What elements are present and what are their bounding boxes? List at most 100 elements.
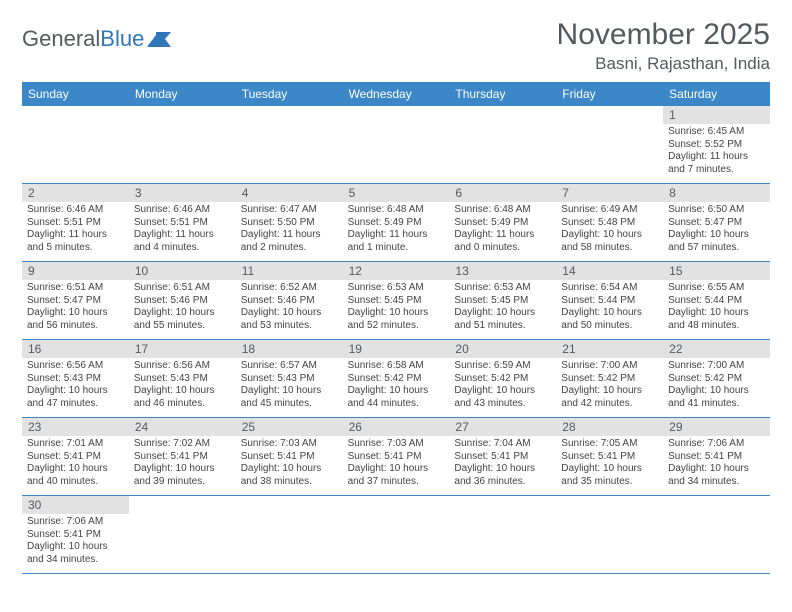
calendar-week-row: 23Sunrise: 7:01 AMSunset: 5:41 PMDayligh…	[22, 418, 770, 496]
calendar-day-empty	[556, 496, 663, 573]
calendar-day: 21Sunrise: 7:00 AMSunset: 5:42 PMDayligh…	[556, 340, 663, 417]
day-number: 27	[449, 418, 556, 436]
day-number: 2	[22, 184, 129, 202]
calendar-day-empty	[236, 496, 343, 573]
weekday-header: Wednesday	[343, 82, 450, 106]
weekday-header: Monday	[129, 82, 236, 106]
calendar-day: 30Sunrise: 7:06 AMSunset: 5:41 PMDayligh…	[22, 496, 129, 573]
calendar-day: 15Sunrise: 6:55 AMSunset: 5:44 PMDayligh…	[663, 262, 770, 339]
calendar-day-empty	[236, 106, 343, 183]
calendar: SundayMondayTuesdayWednesdayThursdayFrid…	[22, 82, 770, 574]
day-details: Sunrise: 6:56 AMSunset: 5:43 PMDaylight:…	[22, 358, 129, 414]
calendar-day: 26Sunrise: 7:03 AMSunset: 5:41 PMDayligh…	[343, 418, 450, 495]
day-details: Sunrise: 7:03 AMSunset: 5:41 PMDaylight:…	[343, 436, 450, 492]
day-details: Sunrise: 6:59 AMSunset: 5:42 PMDaylight:…	[449, 358, 556, 414]
day-details: Sunrise: 6:53 AMSunset: 5:45 PMDaylight:…	[449, 280, 556, 336]
calendar-day: 5Sunrise: 6:48 AMSunset: 5:49 PMDaylight…	[343, 184, 450, 261]
day-number: 15	[663, 262, 770, 280]
calendar-day: 24Sunrise: 7:02 AMSunset: 5:41 PMDayligh…	[129, 418, 236, 495]
day-number: 26	[343, 418, 450, 436]
day-number: 18	[236, 340, 343, 358]
calendar-day: 17Sunrise: 6:56 AMSunset: 5:43 PMDayligh…	[129, 340, 236, 417]
weekday-header-row: SundayMondayTuesdayWednesdayThursdayFrid…	[22, 82, 770, 106]
calendar-day: 14Sunrise: 6:54 AMSunset: 5:44 PMDayligh…	[556, 262, 663, 339]
day-details: Sunrise: 6:53 AMSunset: 5:45 PMDaylight:…	[343, 280, 450, 336]
day-number: 1	[663, 106, 770, 124]
calendar-day: 16Sunrise: 6:56 AMSunset: 5:43 PMDayligh…	[22, 340, 129, 417]
logo-text-blue: Blue	[100, 26, 144, 52]
weekday-header: Friday	[556, 82, 663, 106]
calendar-week-row: 9Sunrise: 6:51 AMSunset: 5:47 PMDaylight…	[22, 262, 770, 340]
location: Basni, Rajasthan, India	[557, 54, 770, 74]
weekday-header: Saturday	[663, 82, 770, 106]
day-number: 25	[236, 418, 343, 436]
calendar-day: 4Sunrise: 6:47 AMSunset: 5:50 PMDaylight…	[236, 184, 343, 261]
calendar-day: 23Sunrise: 7:01 AMSunset: 5:41 PMDayligh…	[22, 418, 129, 495]
day-number: 10	[129, 262, 236, 280]
day-number: 6	[449, 184, 556, 202]
day-details: Sunrise: 6:49 AMSunset: 5:48 PMDaylight:…	[556, 202, 663, 258]
calendar-day-empty	[129, 496, 236, 573]
calendar-day-empty	[556, 106, 663, 183]
calendar-week-row: 2Sunrise: 6:46 AMSunset: 5:51 PMDaylight…	[22, 184, 770, 262]
weekday-header: Thursday	[449, 82, 556, 106]
weekday-header: Tuesday	[236, 82, 343, 106]
calendar-day: 22Sunrise: 7:00 AMSunset: 5:42 PMDayligh…	[663, 340, 770, 417]
day-details: Sunrise: 6:56 AMSunset: 5:43 PMDaylight:…	[129, 358, 236, 414]
logo-flag-icon	[147, 31, 173, 49]
day-details: Sunrise: 7:00 AMSunset: 5:42 PMDaylight:…	[663, 358, 770, 414]
day-number: 22	[663, 340, 770, 358]
calendar-week-row: 30Sunrise: 7:06 AMSunset: 5:41 PMDayligh…	[22, 496, 770, 574]
day-details: Sunrise: 6:58 AMSunset: 5:42 PMDaylight:…	[343, 358, 450, 414]
calendar-day: 8Sunrise: 6:50 AMSunset: 5:47 PMDaylight…	[663, 184, 770, 261]
day-number: 28	[556, 418, 663, 436]
day-number: 23	[22, 418, 129, 436]
day-number: 4	[236, 184, 343, 202]
day-details: Sunrise: 6:55 AMSunset: 5:44 PMDaylight:…	[663, 280, 770, 336]
day-number: 21	[556, 340, 663, 358]
day-details: Sunrise: 7:05 AMSunset: 5:41 PMDaylight:…	[556, 436, 663, 492]
calendar-day: 18Sunrise: 6:57 AMSunset: 5:43 PMDayligh…	[236, 340, 343, 417]
day-number: 24	[129, 418, 236, 436]
day-details: Sunrise: 6:50 AMSunset: 5:47 PMDaylight:…	[663, 202, 770, 258]
calendar-day-empty	[22, 106, 129, 183]
day-number: 9	[22, 262, 129, 280]
day-details: Sunrise: 7:02 AMSunset: 5:41 PMDaylight:…	[129, 436, 236, 492]
day-number: 5	[343, 184, 450, 202]
day-details: Sunrise: 6:45 AMSunset: 5:52 PMDaylight:…	[663, 124, 770, 180]
calendar-day-empty	[449, 496, 556, 573]
calendar-day-empty	[343, 106, 450, 183]
calendar-day: 2Sunrise: 6:46 AMSunset: 5:51 PMDaylight…	[22, 184, 129, 261]
day-number: 8	[663, 184, 770, 202]
calendar-day: 11Sunrise: 6:52 AMSunset: 5:46 PMDayligh…	[236, 262, 343, 339]
calendar-day: 20Sunrise: 6:59 AMSunset: 5:42 PMDayligh…	[449, 340, 556, 417]
day-details: Sunrise: 6:54 AMSunset: 5:44 PMDaylight:…	[556, 280, 663, 336]
calendar-day-empty	[343, 496, 450, 573]
day-details: Sunrise: 7:03 AMSunset: 5:41 PMDaylight:…	[236, 436, 343, 492]
calendar-day: 29Sunrise: 7:06 AMSunset: 5:41 PMDayligh…	[663, 418, 770, 495]
day-details: Sunrise: 6:57 AMSunset: 5:43 PMDaylight:…	[236, 358, 343, 414]
day-details: Sunrise: 7:06 AMSunset: 5:41 PMDaylight:…	[22, 514, 129, 570]
calendar-day-empty	[129, 106, 236, 183]
title-block: November 2025 Basni, Rajasthan, India	[557, 18, 770, 74]
day-details: Sunrise: 7:04 AMSunset: 5:41 PMDaylight:…	[449, 436, 556, 492]
day-details: Sunrise: 7:01 AMSunset: 5:41 PMDaylight:…	[22, 436, 129, 492]
day-number: 30	[22, 496, 129, 514]
day-number: 7	[556, 184, 663, 202]
day-details: Sunrise: 6:48 AMSunset: 5:49 PMDaylight:…	[449, 202, 556, 258]
logo: GeneralBlue	[22, 18, 173, 52]
day-number: 17	[129, 340, 236, 358]
calendar-day: 10Sunrise: 6:51 AMSunset: 5:46 PMDayligh…	[129, 262, 236, 339]
day-details: Sunrise: 6:46 AMSunset: 5:51 PMDaylight:…	[129, 202, 236, 258]
calendar-day-empty	[663, 496, 770, 573]
calendar-day: 9Sunrise: 6:51 AMSunset: 5:47 PMDaylight…	[22, 262, 129, 339]
day-number: 11	[236, 262, 343, 280]
day-details: Sunrise: 7:00 AMSunset: 5:42 PMDaylight:…	[556, 358, 663, 414]
calendar-week-row: 1Sunrise: 6:45 AMSunset: 5:52 PMDaylight…	[22, 106, 770, 184]
calendar-day: 1Sunrise: 6:45 AMSunset: 5:52 PMDaylight…	[663, 106, 770, 183]
day-number: 14	[556, 262, 663, 280]
day-number: 19	[343, 340, 450, 358]
calendar-day: 25Sunrise: 7:03 AMSunset: 5:41 PMDayligh…	[236, 418, 343, 495]
calendar-day: 19Sunrise: 6:58 AMSunset: 5:42 PMDayligh…	[343, 340, 450, 417]
calendar-day: 3Sunrise: 6:46 AMSunset: 5:51 PMDaylight…	[129, 184, 236, 261]
